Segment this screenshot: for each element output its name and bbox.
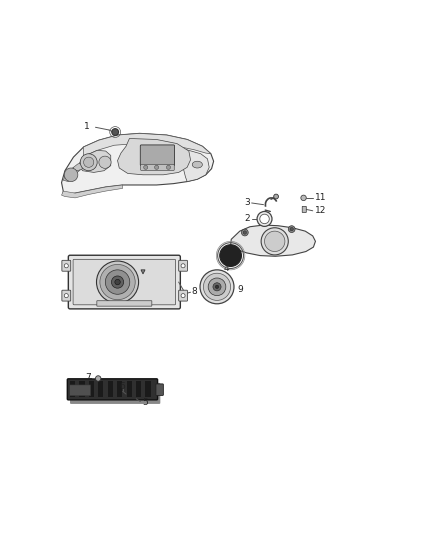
FancyBboxPatch shape xyxy=(97,301,152,306)
Ellipse shape xyxy=(192,161,202,168)
Circle shape xyxy=(213,282,221,291)
Circle shape xyxy=(111,276,124,288)
Circle shape xyxy=(200,270,234,304)
FancyBboxPatch shape xyxy=(62,260,71,271)
Circle shape xyxy=(144,165,148,169)
FancyBboxPatch shape xyxy=(70,383,160,404)
Bar xyxy=(136,381,141,398)
Circle shape xyxy=(80,154,97,171)
Circle shape xyxy=(96,261,138,303)
Circle shape xyxy=(265,231,285,252)
Circle shape xyxy=(261,228,288,255)
Text: 14: 14 xyxy=(141,261,153,270)
Circle shape xyxy=(155,165,159,169)
FancyBboxPatch shape xyxy=(179,290,187,301)
Circle shape xyxy=(125,268,131,273)
Polygon shape xyxy=(117,139,191,175)
Polygon shape xyxy=(141,270,145,274)
Circle shape xyxy=(95,376,101,381)
Circle shape xyxy=(64,294,68,297)
Circle shape xyxy=(260,214,269,224)
Circle shape xyxy=(301,195,306,200)
Polygon shape xyxy=(84,133,211,157)
Circle shape xyxy=(208,278,226,296)
Text: 11: 11 xyxy=(315,193,327,203)
FancyBboxPatch shape xyxy=(141,164,174,171)
Text: 5: 5 xyxy=(142,398,148,407)
Circle shape xyxy=(115,279,120,285)
Circle shape xyxy=(203,273,230,301)
Text: 8: 8 xyxy=(192,287,198,296)
Bar xyxy=(98,381,103,398)
Circle shape xyxy=(106,269,109,271)
FancyBboxPatch shape xyxy=(67,379,158,400)
Polygon shape xyxy=(63,167,80,182)
Polygon shape xyxy=(160,146,209,182)
Bar xyxy=(108,381,113,398)
Circle shape xyxy=(241,229,248,236)
Polygon shape xyxy=(61,133,214,195)
Circle shape xyxy=(257,212,272,227)
Circle shape xyxy=(288,225,295,232)
FancyBboxPatch shape xyxy=(105,267,110,273)
Circle shape xyxy=(220,245,241,266)
Bar xyxy=(70,381,75,398)
Circle shape xyxy=(84,157,94,167)
FancyBboxPatch shape xyxy=(140,145,175,166)
Circle shape xyxy=(105,270,130,294)
Bar xyxy=(89,381,94,398)
FancyBboxPatch shape xyxy=(70,385,91,396)
Text: 4: 4 xyxy=(223,264,229,273)
Text: 10: 10 xyxy=(102,261,114,270)
Text: 6: 6 xyxy=(120,382,126,391)
Text: 3: 3 xyxy=(244,198,250,207)
Bar xyxy=(127,381,132,398)
Circle shape xyxy=(64,168,78,182)
Circle shape xyxy=(274,194,279,199)
Circle shape xyxy=(100,264,135,300)
Polygon shape xyxy=(230,225,315,256)
Circle shape xyxy=(112,128,119,135)
Bar xyxy=(79,381,85,398)
FancyBboxPatch shape xyxy=(62,290,71,301)
Text: 7: 7 xyxy=(85,373,91,382)
Circle shape xyxy=(181,264,185,268)
Circle shape xyxy=(99,156,111,168)
Bar xyxy=(117,381,122,398)
FancyBboxPatch shape xyxy=(302,206,306,213)
Text: 12: 12 xyxy=(315,206,327,215)
FancyBboxPatch shape xyxy=(179,260,187,271)
FancyBboxPatch shape xyxy=(68,255,180,309)
Circle shape xyxy=(166,165,170,169)
Circle shape xyxy=(243,231,247,234)
Polygon shape xyxy=(61,185,123,198)
FancyBboxPatch shape xyxy=(156,384,163,395)
Polygon shape xyxy=(74,163,84,171)
Text: 1: 1 xyxy=(84,122,90,131)
Circle shape xyxy=(215,285,219,288)
Polygon shape xyxy=(78,150,111,172)
Text: 13: 13 xyxy=(125,261,137,270)
Text: 2: 2 xyxy=(244,214,250,223)
Bar xyxy=(145,381,151,398)
Circle shape xyxy=(290,228,293,231)
Circle shape xyxy=(64,264,68,268)
Circle shape xyxy=(181,294,185,297)
FancyBboxPatch shape xyxy=(73,260,176,305)
Text: 9: 9 xyxy=(237,285,243,294)
